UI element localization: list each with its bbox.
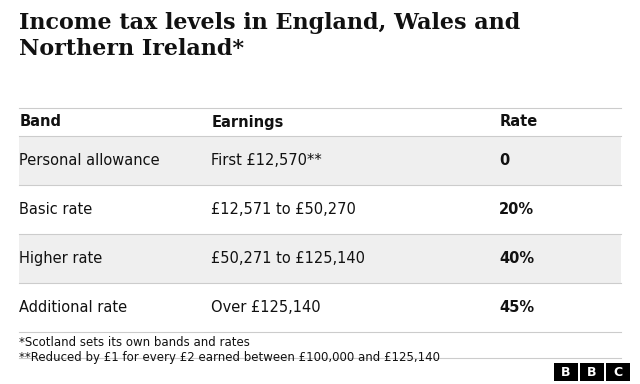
Text: *Scotland sets its own bands and rates: *Scotland sets its own bands and rates [19,336,250,349]
Text: First £12,570**: First £12,570** [211,153,322,168]
Text: Income tax levels in England, Wales and
Northern Ireland*: Income tax levels in England, Wales and … [19,12,520,60]
Text: £12,571 to £50,270: £12,571 to £50,270 [211,202,356,217]
Text: Over £125,140: Over £125,140 [211,300,321,315]
Bar [19,136,621,185]
Text: 40%: 40% [499,251,534,266]
Text: B: B [561,366,571,379]
Bar [19,283,621,332]
Bar [606,363,630,381]
Text: Band: Band [19,114,61,129]
Text: Basic rate: Basic rate [19,202,92,217]
Text: Personal allowance: Personal allowance [19,153,160,168]
Text: 0: 0 [499,153,509,168]
Text: £50,271 to £125,140: £50,271 to £125,140 [211,251,365,266]
Text: Additional rate: Additional rate [19,300,127,315]
Text: 20%: 20% [499,202,534,217]
Bar [554,363,578,381]
Bar [580,363,604,381]
Text: C: C [613,366,623,379]
Text: Rate: Rate [499,114,538,129]
Bar [19,234,621,283]
Text: B: B [588,366,596,379]
Text: Earnings: Earnings [211,114,284,129]
Text: 45%: 45% [499,300,534,315]
Bar [19,185,621,234]
Text: **Reduced by £1 for every £2 earned between £100,000 and £125,140: **Reduced by £1 for every £2 earned betw… [19,351,440,364]
Text: Higher rate: Higher rate [19,251,102,266]
